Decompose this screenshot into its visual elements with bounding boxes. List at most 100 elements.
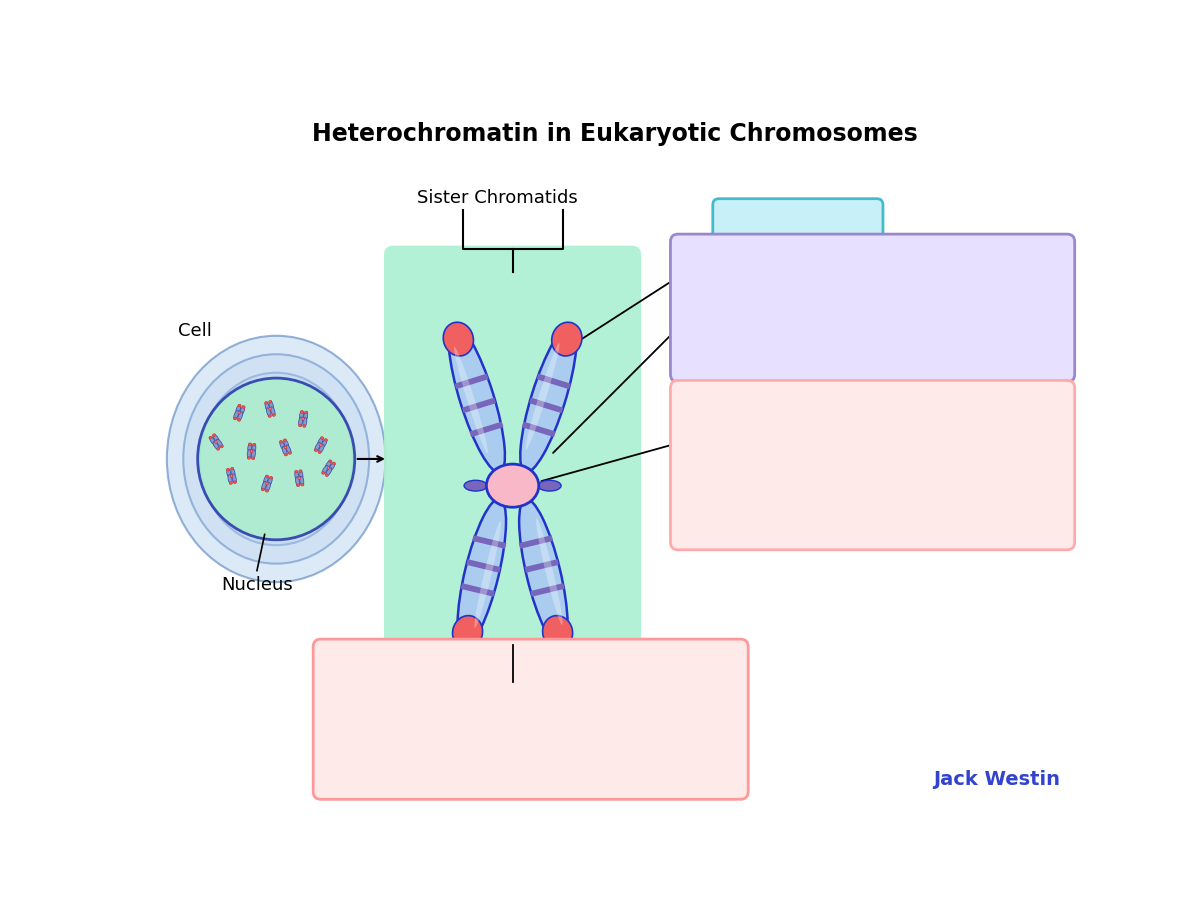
Ellipse shape <box>265 482 270 491</box>
Ellipse shape <box>262 488 264 491</box>
Bar <box>461 583 494 596</box>
Ellipse shape <box>295 477 300 486</box>
Ellipse shape <box>520 499 568 647</box>
Ellipse shape <box>265 402 268 405</box>
Ellipse shape <box>262 481 266 491</box>
Ellipse shape <box>229 481 233 484</box>
Ellipse shape <box>214 434 220 443</box>
Ellipse shape <box>288 452 292 454</box>
Ellipse shape <box>300 411 304 413</box>
Ellipse shape <box>299 424 301 427</box>
Ellipse shape <box>305 411 308 414</box>
Ellipse shape <box>526 343 559 450</box>
Text: - Constitutive heterochromatin
- Single stranded DNA
- Protect ends of DNA from : - Constitutive heterochromatin - Single … <box>338 694 655 751</box>
Ellipse shape <box>538 481 562 491</box>
Text: Jack Westin: Jack Westin <box>934 769 1060 788</box>
Ellipse shape <box>238 412 240 414</box>
Ellipse shape <box>300 411 304 420</box>
Ellipse shape <box>452 615 482 649</box>
Ellipse shape <box>457 499 506 647</box>
Ellipse shape <box>252 450 256 459</box>
Ellipse shape <box>324 439 328 442</box>
Ellipse shape <box>329 460 332 462</box>
Ellipse shape <box>216 439 223 447</box>
Ellipse shape <box>325 473 329 477</box>
Ellipse shape <box>238 419 240 422</box>
Ellipse shape <box>284 440 289 448</box>
Text: - Constitutive heterochromatin
- Double stranded DNA
- Binds to Kinetochore duri: - Constitutive heterochromatin - Double … <box>692 436 989 493</box>
Ellipse shape <box>314 443 320 451</box>
Ellipse shape <box>240 406 245 415</box>
Ellipse shape <box>242 405 245 408</box>
Ellipse shape <box>270 476 272 479</box>
Ellipse shape <box>552 322 582 356</box>
Ellipse shape <box>542 615 572 649</box>
Ellipse shape <box>325 461 331 469</box>
Bar <box>462 397 496 414</box>
FancyBboxPatch shape <box>713 199 883 250</box>
Ellipse shape <box>269 400 272 403</box>
Ellipse shape <box>464 481 487 491</box>
Ellipse shape <box>248 443 252 445</box>
Ellipse shape <box>299 417 302 426</box>
Ellipse shape <box>251 450 253 452</box>
Bar <box>536 374 571 389</box>
Ellipse shape <box>486 464 539 507</box>
Ellipse shape <box>329 462 335 471</box>
Ellipse shape <box>322 439 326 448</box>
Ellipse shape <box>247 450 251 459</box>
Bar <box>522 422 556 437</box>
Ellipse shape <box>301 483 304 486</box>
FancyBboxPatch shape <box>671 234 1075 382</box>
Ellipse shape <box>320 436 324 440</box>
Bar <box>472 535 506 548</box>
Ellipse shape <box>232 474 236 483</box>
Ellipse shape <box>238 405 241 407</box>
Text: - May convert to euchromatin through
   acetylation or demethylation: - May convert to euchromatin through ace… <box>692 291 998 328</box>
Text: Telomere: Telomere <box>490 663 572 681</box>
Ellipse shape <box>265 482 269 485</box>
Ellipse shape <box>299 470 302 472</box>
Ellipse shape <box>323 465 328 473</box>
Ellipse shape <box>319 443 322 446</box>
Ellipse shape <box>286 445 290 453</box>
Ellipse shape <box>227 469 230 478</box>
Ellipse shape <box>271 406 275 415</box>
Ellipse shape <box>198 378 355 539</box>
Text: Cell: Cell <box>179 321 212 339</box>
Ellipse shape <box>265 475 269 478</box>
Ellipse shape <box>322 472 325 474</box>
Ellipse shape <box>234 410 239 419</box>
Ellipse shape <box>233 417 236 420</box>
Ellipse shape <box>332 462 336 465</box>
Ellipse shape <box>214 442 220 450</box>
Text: Euchromatin: Euchromatin <box>740 215 854 233</box>
Ellipse shape <box>268 477 272 486</box>
Ellipse shape <box>280 441 282 443</box>
Ellipse shape <box>212 433 216 436</box>
FancyBboxPatch shape <box>313 639 749 799</box>
Ellipse shape <box>199 373 353 545</box>
Ellipse shape <box>265 490 269 492</box>
FancyBboxPatch shape <box>384 245 641 691</box>
Text: Nucleus: Nucleus <box>221 576 293 594</box>
Ellipse shape <box>227 468 229 471</box>
Ellipse shape <box>302 424 306 427</box>
Ellipse shape <box>269 407 271 410</box>
Ellipse shape <box>230 468 235 477</box>
Ellipse shape <box>295 471 298 473</box>
Bar <box>467 559 500 573</box>
Ellipse shape <box>252 457 254 460</box>
Ellipse shape <box>221 445 223 448</box>
Ellipse shape <box>238 412 242 421</box>
Ellipse shape <box>217 447 220 451</box>
Ellipse shape <box>326 468 331 476</box>
Ellipse shape <box>265 402 270 411</box>
Ellipse shape <box>266 408 271 417</box>
Ellipse shape <box>299 471 302 480</box>
Ellipse shape <box>302 417 305 420</box>
Text: Heterochromatin in Eukaryotic Chromosomes: Heterochromatin in Eukaryotic Chromosome… <box>312 122 918 146</box>
Ellipse shape <box>318 437 323 445</box>
Bar <box>529 397 563 414</box>
Ellipse shape <box>234 481 236 483</box>
